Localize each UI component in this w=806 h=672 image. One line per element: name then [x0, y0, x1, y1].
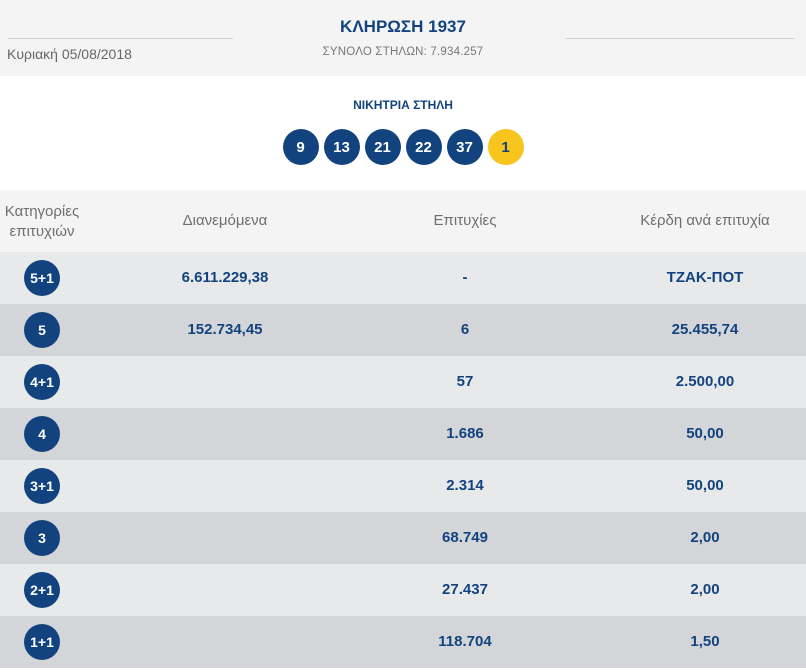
table-row: 3 68.749 2,00: [0, 512, 806, 564]
winners-value: 68.749: [442, 529, 488, 546]
header-rule-right: [566, 38, 794, 39]
prize-value: 1,50: [690, 633, 720, 650]
winning-number-ball: 22: [405, 129, 442, 165]
table-row: 2+1 27.437 2,00: [0, 564, 806, 616]
header-prize: Κέρδη ανά επιτυχία: [640, 212, 770, 229]
winners-value: 118.704: [438, 633, 492, 650]
category-badge: 4+1: [24, 364, 60, 400]
prize-value: 2,00: [690, 581, 720, 598]
winners-value: 57: [456, 373, 474, 390]
table-row: 4+1 57 2.500,00: [0, 356, 806, 408]
joker-number-ball: 1: [487, 129, 524, 165]
table-row: 3+1 2.314 50,00: [0, 460, 806, 512]
category-badge: 1+1: [24, 624, 60, 660]
header-category-line2: επιτυχιών: [9, 223, 75, 240]
header-winners: Επιτυχίες: [433, 212, 497, 229]
draw-date: Κυριακή 05/08/2018: [7, 46, 132, 62]
header-distributed: Διανεμόμενα: [182, 212, 268, 229]
table-row: 5+1 6.611.229,38 - ΤΖΑΚ-ΠΟΤ: [0, 252, 806, 304]
distributed-value: 6.611.229,38: [181, 269, 269, 286]
header-category-line1: Κατηγορίες: [4, 203, 80, 220]
winning-number-ball: 37: [446, 129, 483, 165]
prize-value: 50,00: [686, 425, 724, 442]
category-badge: 2+1: [24, 572, 60, 608]
prize-table-body: 5+1 6.611.229,38 - ΤΖΑΚ-ΠΟΤ 5 152.734,45…: [0, 252, 806, 668]
category-badge: 5: [24, 312, 60, 348]
winners-value: 27.437: [442, 581, 488, 598]
total-columns: ΣΥΝΟΛΟ ΣΤΗΛΩΝ: 7.934.257: [322, 46, 484, 58]
winning-number-ball: 21: [364, 129, 401, 165]
winning-column-section: ΝΙΚΗΤΡΙΑ ΣΤΗΛΗ 9 13 21 22 37 1: [0, 76, 806, 190]
table-row: 4 1.686 50,00: [0, 408, 806, 460]
prize-value: 2,00: [690, 529, 720, 546]
winners-value: -: [462, 269, 468, 286]
winning-column-label: ΝΙΚΗΤΡΙΑ ΣΤΗΛΗ: [353, 98, 453, 112]
table-row: 1+1 118.704 1,50: [0, 616, 806, 668]
category-badge: 3: [24, 520, 60, 556]
header-category: Κατηγορίες επιτυχιών: [0, 202, 84, 242]
distributed-value: 152.734,45: [187, 321, 263, 338]
winners-value: 6: [460, 321, 470, 338]
header-rule-left: [8, 38, 233, 39]
category-badge: 3+1: [24, 468, 60, 504]
prize-value: 2.500,00: [675, 373, 735, 390]
prize-value: ΤΖΑΚ-ΠΟΤ: [666, 269, 744, 286]
table-row: 5 152.734,45 6 25.455,74: [0, 304, 806, 356]
winning-number-ball: 13: [323, 129, 360, 165]
draw-title: ΚΛΗΡΩΣΗ 1937: [340, 17, 466, 36]
winners-value: 2.314: [446, 477, 484, 494]
winning-numbers: 9 13 21 22 37 1: [0, 129, 806, 165]
winners-value: 1.686: [446, 425, 484, 442]
prize-value: 50,00: [686, 477, 724, 494]
draw-header: ΚΛΗΡΩΣΗ 1937 Κυριακή 05/08/2018 ΣΥΝΟΛΟ Σ…: [0, 0, 806, 76]
category-badge: 4: [24, 416, 60, 452]
category-badge: 5+1: [24, 260, 60, 296]
winning-number-ball: 9: [282, 129, 319, 165]
prize-table-header: Κατηγορίες επιτυχιών Διανεμόμενα Επιτυχί…: [0, 190, 806, 252]
prize-value: 25.455,74: [671, 321, 739, 338]
